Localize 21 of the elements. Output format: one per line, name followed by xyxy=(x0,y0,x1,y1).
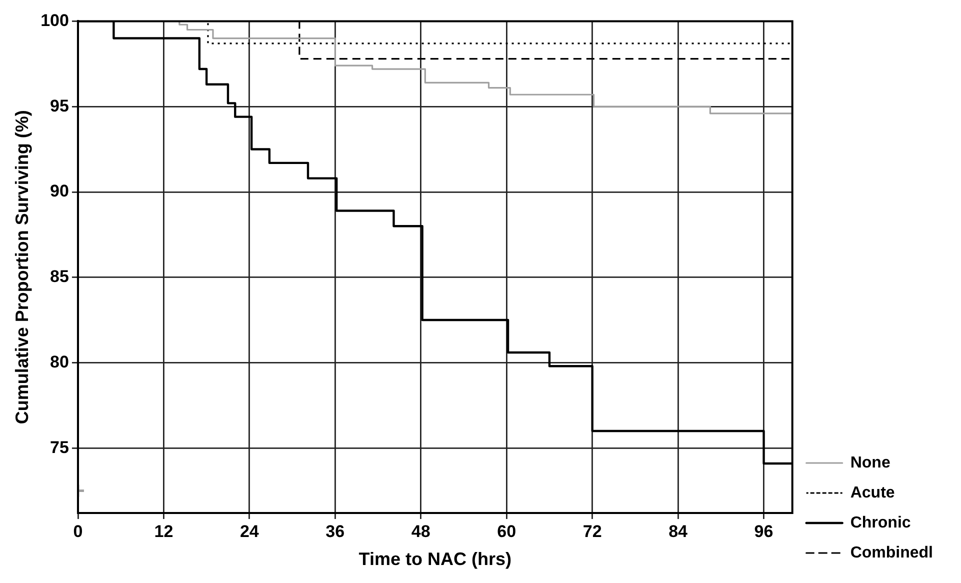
x-axis-title: Time to NAC (hrs) xyxy=(358,549,512,570)
y-tick-label: 100 xyxy=(40,10,69,30)
y-tick-label: 75 xyxy=(50,438,69,457)
legend-label: Chronic xyxy=(850,514,911,532)
legend-label: None xyxy=(850,454,890,472)
y-tick-label: 90 xyxy=(50,182,69,201)
x-tick-label: 12 xyxy=(154,522,174,541)
y-tick-label: 85 xyxy=(50,267,69,286)
x-tick-label: 48 xyxy=(411,522,430,541)
legend-label: Acute xyxy=(850,484,895,502)
y-tick-label: 80 xyxy=(50,352,69,372)
x-tick-label: 96 xyxy=(754,522,774,541)
y-tick-label: 95 xyxy=(50,96,69,116)
x-tick-label: 24 xyxy=(240,522,260,541)
x-tick-label: 84 xyxy=(668,522,688,541)
y-axis-title: Cumulative Proportion Surviving (%) xyxy=(12,110,32,424)
x-tick-label: 72 xyxy=(582,522,602,541)
legend-label: Combinedl xyxy=(850,544,934,562)
x-tick-label: 0 xyxy=(73,522,83,541)
x-tick-label: 36 xyxy=(326,522,345,541)
x-tick-label: 60 xyxy=(497,522,516,541)
